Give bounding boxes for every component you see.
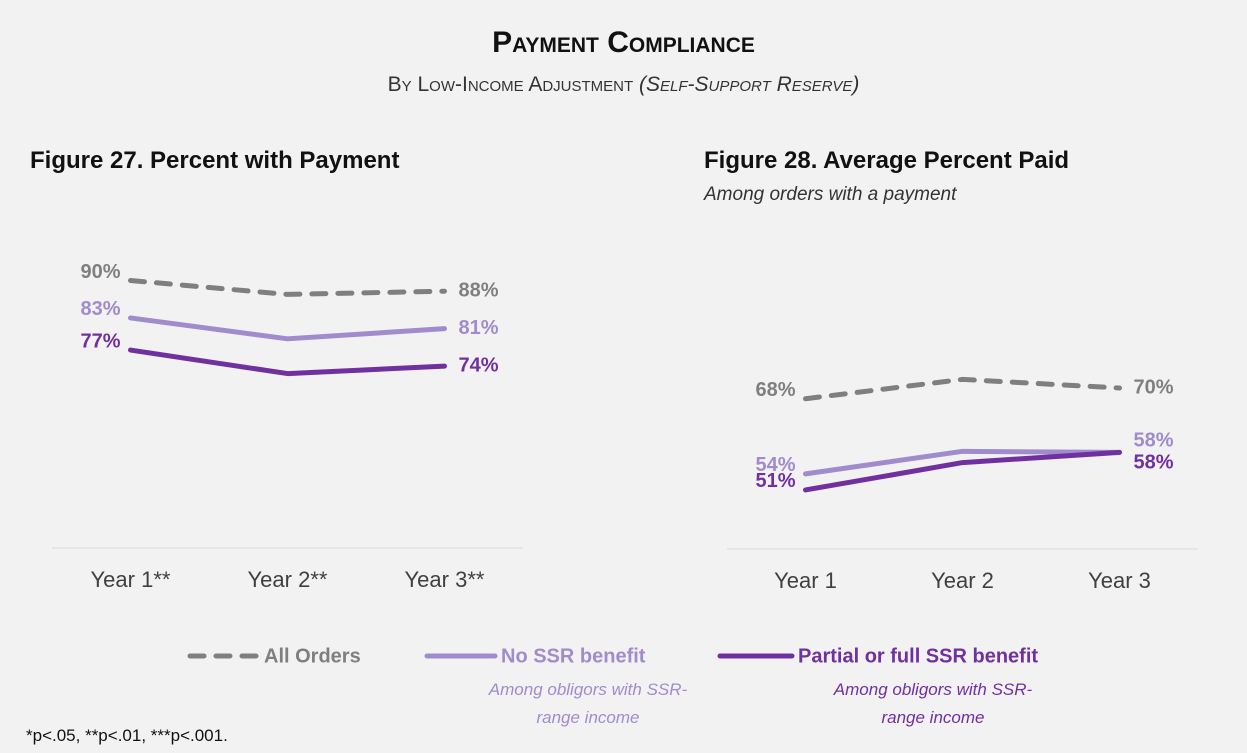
legend-label: Partial or full SSR benefit: [798, 645, 1038, 667]
legend-note: Among obligors with SSR-range income: [488, 680, 688, 727]
data-label: 83%: [80, 298, 120, 320]
data-label: 77%: [80, 330, 120, 352]
series-line: [803, 449, 1122, 493]
data-label: 90%: [80, 261, 120, 283]
data-label: 81%: [459, 317, 499, 339]
data-label: 68%: [755, 379, 795, 401]
data-label: 70%: [1134, 376, 1174, 398]
figure-subtitle: Among orders with a payment: [704, 184, 957, 205]
x-tick-label: Year 1: [774, 568, 837, 593]
legend-note: Among obligors with SSR-range income: [833, 680, 1033, 727]
data-label: 54%: [755, 454, 795, 476]
figure-title: Figure 28. Average Percent Paid: [704, 147, 1070, 174]
data-label: 51%: [755, 470, 795, 492]
data-label: 58%: [1134, 430, 1174, 452]
data-label: 88%: [459, 279, 499, 301]
x-tick-label: Year 3: [1088, 568, 1151, 593]
legend-label: No SSR benefit: [501, 645, 646, 667]
title: Payment Compliance: [492, 26, 755, 59]
legend-label: All Orders: [264, 645, 361, 667]
subtitle: By Low-Income Adjustment (Self-Support R…: [0, 73, 1247, 97]
data-label: 74%: [459, 354, 499, 376]
series-line: [128, 347, 447, 377]
series-line: [803, 448, 1122, 477]
x-tick-label: Year 1**: [91, 567, 171, 592]
x-tick-label: Year 3**: [405, 567, 485, 592]
x-tick-label: Year 2**: [248, 567, 328, 592]
figure-title: Figure 27. Percent with Payment: [30, 147, 400, 174]
series-line: [128, 315, 447, 342]
data-label: 58%: [1134, 452, 1174, 474]
series-line: [128, 278, 447, 297]
subtitle-italic: (Self-Support Reserve): [639, 73, 860, 96]
x-tick-label: Year 2: [931, 568, 994, 593]
series-line: [803, 376, 1122, 402]
footnote: *p<.05, **p<.01, ***p<.001.: [26, 726, 228, 745]
subtitle-text: By Low-Income Adjustment: [387, 73, 634, 96]
